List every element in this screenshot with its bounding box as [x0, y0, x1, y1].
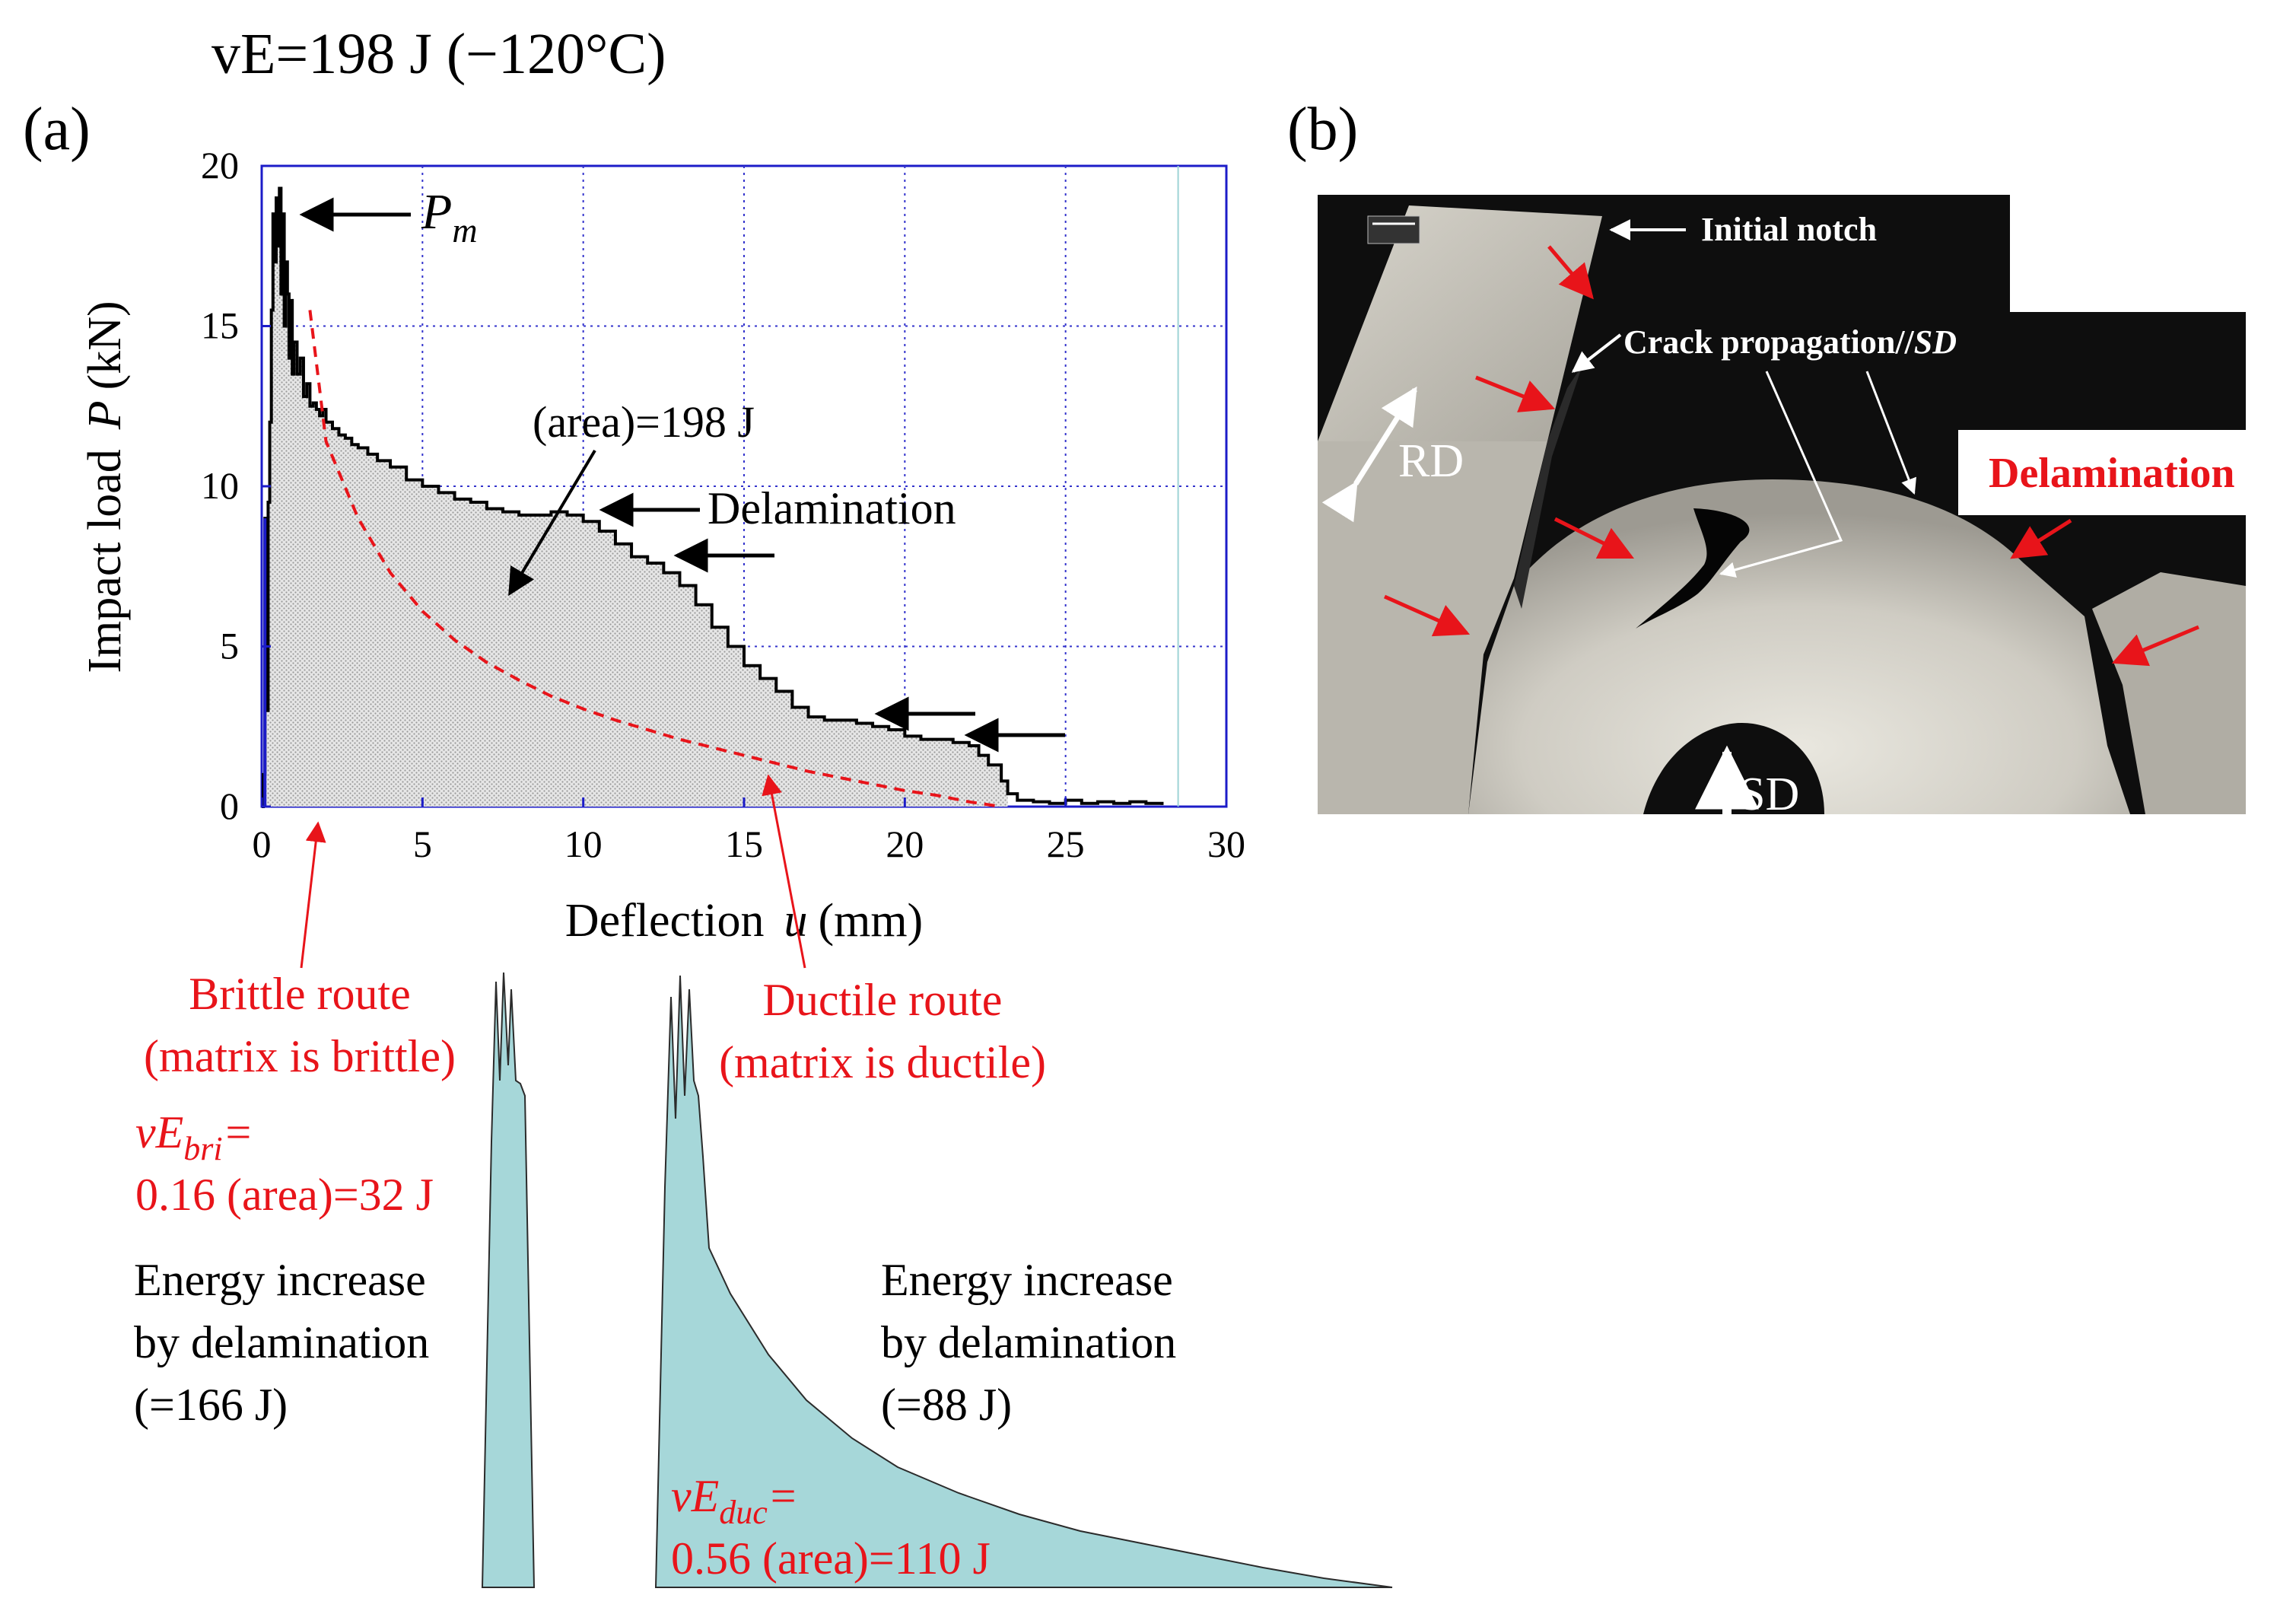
- x-axis-label: Deflectionu(mm): [565, 895, 923, 947]
- initial-notch-label: Initial notch: [1701, 211, 1877, 248]
- grid-lines: [262, 166, 1226, 807]
- panel-a-label: (a): [23, 96, 91, 163]
- y-tick-label-1: 5: [220, 625, 239, 667]
- x-tick-label-0: 0: [253, 823, 272, 865]
- red-arrow-1: [1547, 245, 1594, 300]
- red-arrow-6: [2111, 625, 2199, 667]
- crack-arrow-right: [1865, 371, 1916, 495]
- area-annotation: (area)=198 J: [508, 397, 755, 597]
- energy-increase-d-line3: (=88 J): [881, 1380, 1012, 1430]
- x-tick-label-3: 15: [725, 823, 763, 865]
- scale-bar: [1367, 215, 1420, 244]
- x-tick-label-5: 25: [1047, 823, 1085, 865]
- area-under-curve: [262, 188, 1008, 807]
- y-tick-label-2: 10: [201, 464, 239, 507]
- x-tick-label-6: 30: [1207, 823, 1245, 865]
- brittle-text: Brittle route (matrix is brittle) vEbri=…: [135, 969, 456, 1220]
- brittle-route-label: Brittle route: [189, 969, 411, 1019]
- vEduc-text: vEduc= 0.56 (area)=110 J: [671, 1471, 991, 1584]
- x-tick-label-4: 20: [886, 823, 924, 865]
- rd-double-arrow: [1321, 386, 1417, 523]
- ductile-route-arrow: [762, 774, 806, 969]
- series-ductile-route: [308, 310, 1002, 808]
- crack-arrow-left: [1571, 333, 1622, 373]
- ductile-route-label: Ductile route: [763, 975, 1003, 1025]
- energy-increase-ductile: Energy increase by delamination (=88 J): [881, 1255, 1176, 1430]
- y-tick-label-0: 0: [220, 785, 239, 827]
- ductile-matrix-label: (matrix is ductile): [719, 1037, 1046, 1087]
- ductile-inset-shape: [654, 975, 1393, 1588]
- energy-increase-brittle: Energy increase by delamination (=166 J): [134, 1255, 429, 1430]
- red-arrow-4: [1383, 594, 1471, 637]
- y-tick-label-4: 20: [201, 144, 239, 186]
- delamination-label: Delamination: [708, 483, 956, 533]
- specimen-bent-body: [1468, 479, 2130, 814]
- vebri-value: 0.16 (area)=32 J: [135, 1170, 434, 1220]
- crack-propagation-label: Crack propagation//SD: [1623, 323, 1957, 361]
- specimen-bar-right: [2092, 572, 2246, 814]
- pm-annotation: Pm: [299, 184, 478, 250]
- y-tick-label-3: 15: [201, 304, 239, 347]
- veduc-label: vEduc=: [671, 1471, 798, 1531]
- x-tick-label-2: 10: [564, 823, 603, 865]
- x-tick-label-1: 5: [413, 823, 432, 865]
- delamination-annotation: Delamination: [599, 483, 1065, 753]
- brittle-route-arrow: [300, 821, 326, 969]
- photo-delamination-label: Delamination: [1989, 450, 2235, 497]
- area-arrow: [508, 449, 596, 597]
- brittle-matrix-label: (matrix is brittle): [144, 1031, 456, 1081]
- red-arrow-3: [1553, 517, 1635, 559]
- label-backdrop: [1958, 430, 2296, 515]
- red-arrow-5: [2010, 518, 2072, 559]
- panel-b-label: (b): [1287, 96, 1358, 163]
- energy-increase-line1: Energy increase: [134, 1255, 426, 1305]
- energy-increase-d-line1: Energy increase: [881, 1255, 1173, 1305]
- energy-increase-line2: by delamination: [134, 1317, 429, 1367]
- figure-title: vE=198 J (−120°C): [211, 22, 666, 86]
- crack-pointer-line-2: [1719, 539, 1842, 578]
- brittle-inset-shape: [481, 972, 536, 1588]
- photo-red-arrows: [1383, 245, 2199, 667]
- rd-label: RD: [1398, 435, 1464, 487]
- crack-shape: [1636, 508, 1750, 629]
- area-label: (area)=198 J: [533, 397, 755, 447]
- sd-label: SD: [1739, 769, 1799, 820]
- energy-area-fill: [262, 188, 1008, 807]
- specimen-photo: Initial notch Crack propagation//SD RD S…: [1318, 195, 2296, 820]
- vebri-label: vEbri=: [135, 1107, 253, 1167]
- y-axis-label: Impact loadP(kN): [79, 301, 131, 673]
- axis-ticks: 0 5 10 15 20 25 30 0 5 10 15 20: [201, 144, 1245, 865]
- red-arrow-2: [1475, 375, 1556, 412]
- ductile-text: Ductile route (matrix is ductile): [719, 975, 1046, 1087]
- energy-increase-d-line2: by delamination: [881, 1317, 1176, 1367]
- pm-label: Pm: [421, 184, 478, 250]
- left-crack-edge: [1514, 365, 1582, 609]
- energy-increase-line3: (=166 J): [134, 1380, 288, 1430]
- veduc-value: 0.56 (area)=110 J: [671, 1533, 991, 1584]
